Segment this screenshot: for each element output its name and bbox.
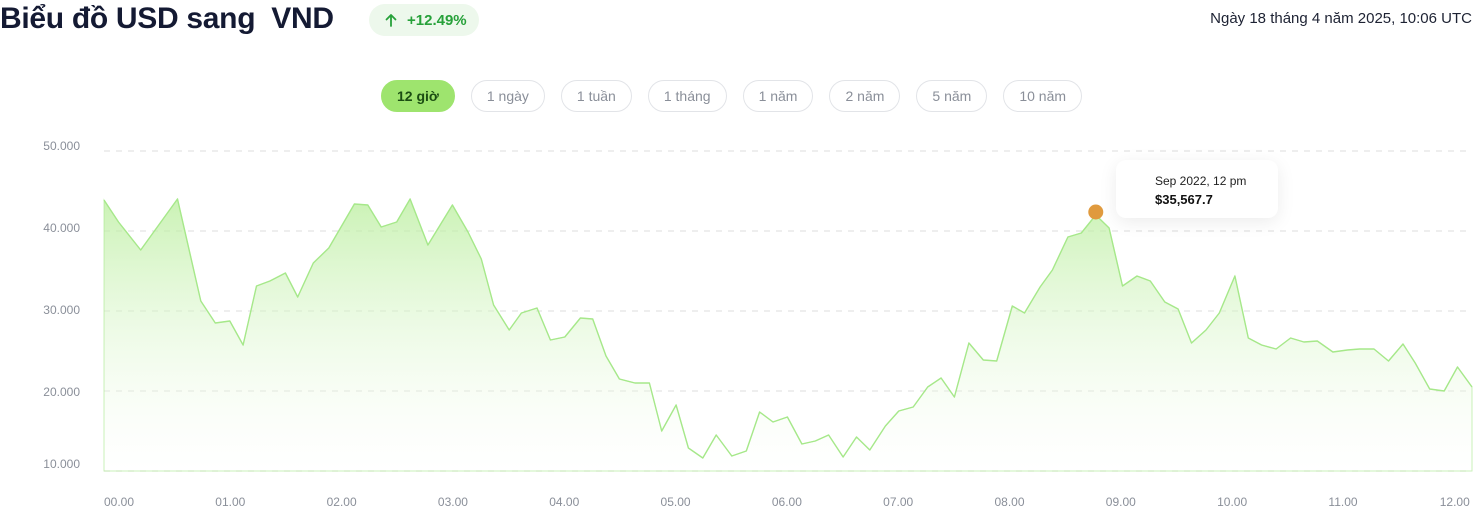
tooltip-value: $35,567.7: [1155, 192, 1213, 207]
change-value: +12.49%: [407, 11, 467, 29]
timestamp: Ngày 18 tháng 4 năm 2025, 10:06 UTC: [1210, 10, 1472, 27]
y-tick-label: 30.000: [43, 303, 80, 317]
x-tick-label: 02.00: [327, 495, 357, 509]
x-tick-label: 12.00: [1440, 495, 1470, 509]
y-tick-label: 10.000: [43, 457, 80, 471]
x-tick-label: 03.00: [438, 495, 468, 509]
tooltip-label: Sep 2022, 12 pm: [1155, 174, 1247, 188]
arrow-up-icon: [385, 14, 397, 27]
change-badge: +12.49%: [369, 4, 479, 36]
range-button[interactable]: 10 năm: [1003, 80, 1083, 112]
x-tick-label: 06.00: [772, 495, 802, 509]
x-tick-label: 00.00: [104, 495, 134, 509]
range-button[interactable]: 1 ngày: [470, 80, 545, 112]
range-button[interactable]: 1 tháng: [647, 80, 727, 112]
range-button[interactable]: 1 năm: [742, 80, 814, 112]
range-button[interactable]: 12 giờ: [381, 80, 455, 112]
x-tick-label: 09.00: [1106, 495, 1136, 509]
x-tick-label: 04.00: [549, 495, 579, 509]
x-tick-label: 05.00: [661, 495, 691, 509]
x-tick-label: 08.00: [994, 495, 1024, 509]
y-tick-label: 20.000: [43, 385, 80, 399]
x-tick-label: 07.00: [883, 495, 913, 509]
range-button[interactable]: 5 năm: [916, 80, 988, 112]
line: [103, 198, 1473, 459]
x-tick-label: 01.00: [215, 495, 245, 509]
y-tick-label: 50.000: [43, 139, 80, 153]
page-title: Biểu đồ USD sang VND: [0, 2, 334, 35]
range-button[interactable]: 1 tuần: [560, 80, 632, 112]
range-selector: 12 giờ 1 ngày 1 tuần 1 tháng 1 năm 2 năm 5 năm…: [381, 80, 1083, 112]
range-button[interactable]: 2 năm: [829, 80, 901, 112]
y-tick-label: 40.000: [43, 221, 80, 235]
x-tick-label: 10.00: [1217, 495, 1247, 509]
area: [103, 197, 1473, 472]
tooltip: Sep 2022, 12 pm $35,567.7: [1116, 160, 1278, 218]
hover-point: [1088, 204, 1104, 220]
x-tick-label: 11.00: [1328, 495, 1357, 509]
